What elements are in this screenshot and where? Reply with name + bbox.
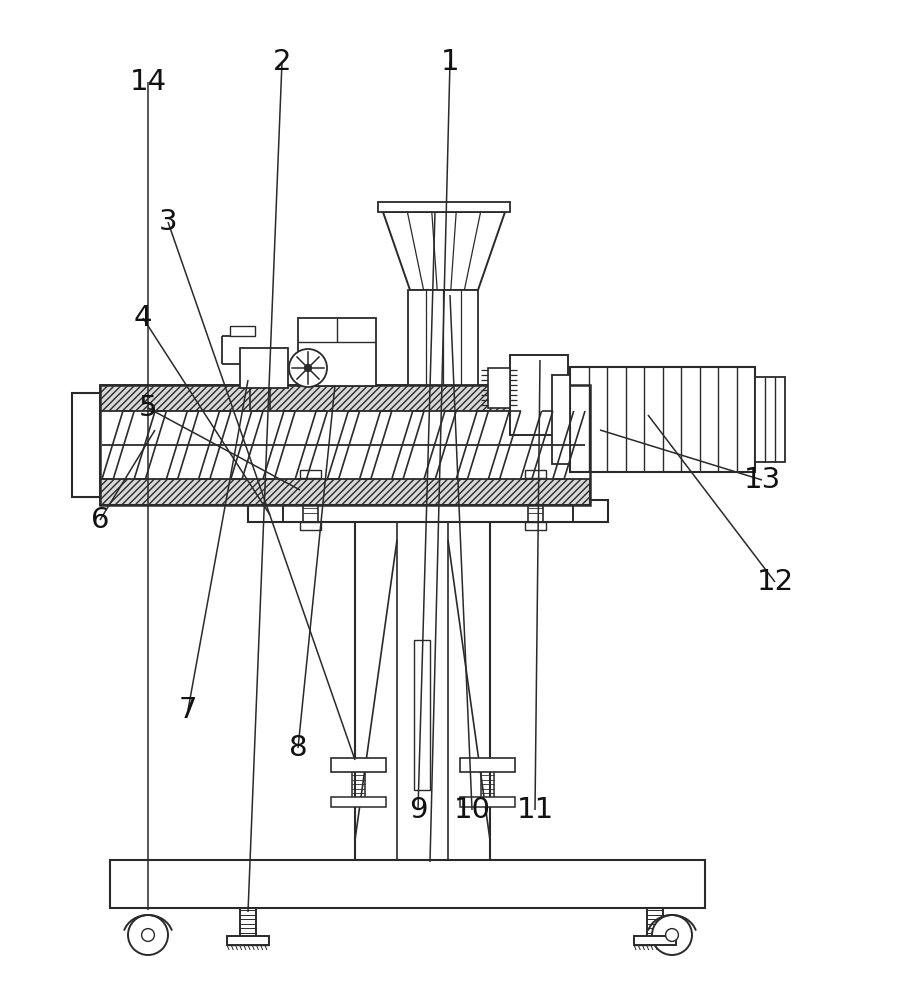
Bar (100, 385, 590, 411)
Text: 1: 1 (441, 48, 459, 76)
Circle shape (128, 915, 168, 955)
Bar (240, 348, 288, 388)
Bar (331, 797, 385, 807)
Circle shape (652, 915, 692, 955)
Bar (414, 640, 430, 790)
Text: 8: 8 (289, 734, 307, 762)
Bar (552, 375, 570, 464)
Text: 7: 7 (179, 696, 197, 724)
Bar (460, 797, 514, 807)
Bar (634, 936, 676, 945)
Text: 6: 6 (91, 506, 109, 534)
Circle shape (289, 349, 327, 387)
Bar (460, 758, 514, 772)
Bar (570, 367, 755, 472)
Bar (510, 355, 568, 435)
Bar (100, 479, 590, 505)
Bar (227, 936, 269, 945)
Bar (298, 318, 376, 386)
Text: 12: 12 (756, 568, 794, 596)
Text: 3: 3 (159, 208, 177, 236)
Circle shape (665, 929, 678, 941)
Circle shape (305, 364, 312, 371)
Bar (230, 326, 255, 336)
Text: 14: 14 (129, 68, 166, 96)
Bar (110, 860, 705, 908)
Polygon shape (383, 212, 505, 290)
Circle shape (142, 929, 155, 941)
Bar (100, 385, 590, 505)
Bar (524, 470, 545, 478)
Text: 5: 5 (139, 394, 157, 422)
Bar (524, 522, 545, 530)
Bar (72, 393, 100, 497)
Bar (248, 500, 608, 522)
Text: 4: 4 (134, 304, 152, 332)
Text: 9: 9 (409, 796, 427, 824)
Text: 11: 11 (516, 796, 554, 824)
Bar (299, 522, 321, 530)
Bar (408, 290, 478, 385)
Bar (488, 368, 510, 408)
Text: 10: 10 (454, 796, 491, 824)
Bar (299, 470, 321, 478)
Bar (378, 202, 510, 212)
Bar (331, 758, 385, 772)
Text: 2: 2 (273, 48, 291, 76)
Text: 13: 13 (744, 466, 781, 494)
Bar (755, 377, 785, 462)
